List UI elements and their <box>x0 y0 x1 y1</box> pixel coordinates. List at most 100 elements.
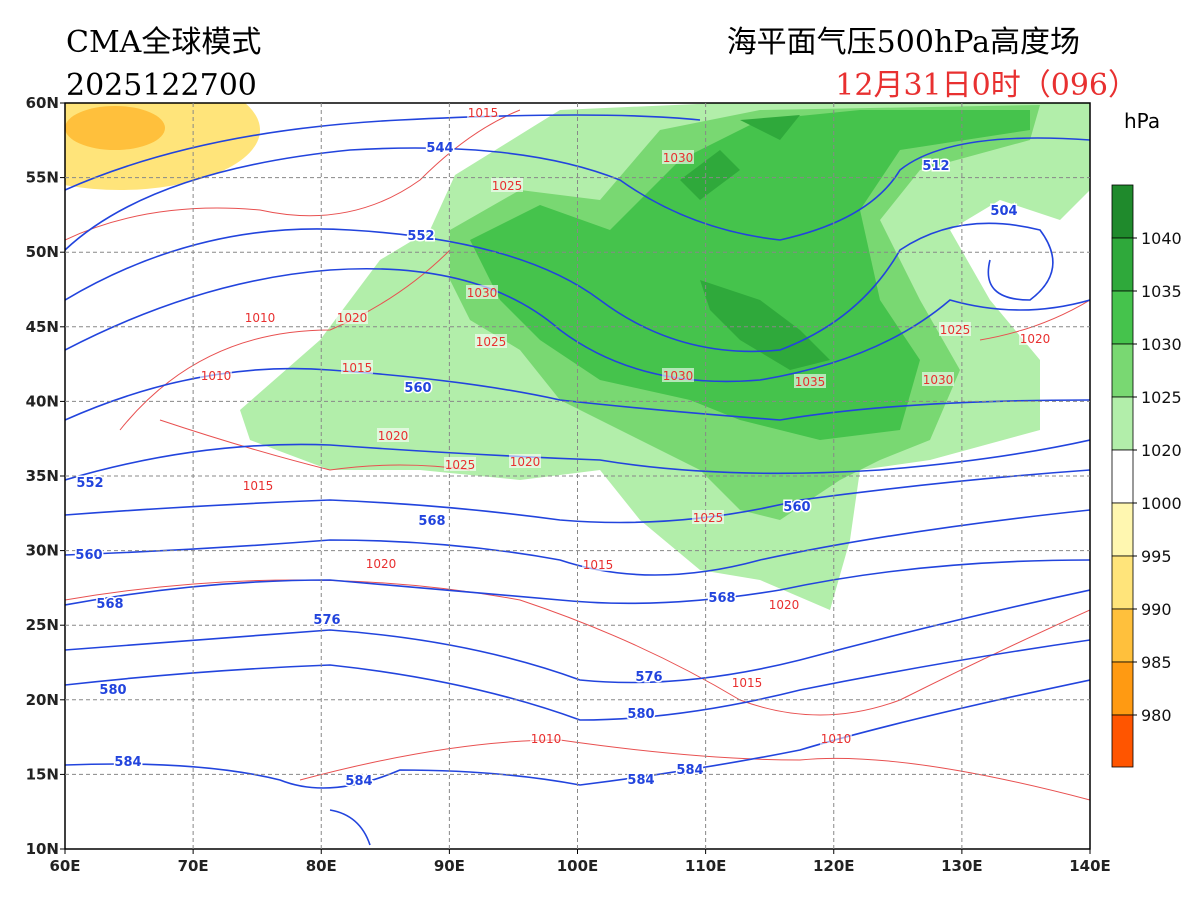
isobar-label-bg <box>820 731 852 745</box>
isobar-label: 1035 <box>795 375 826 389</box>
colorbar-label: 985 <box>1141 653 1172 672</box>
isobar-label: 1010 <box>245 311 276 325</box>
isobar-label: 1020 <box>337 311 368 325</box>
isobar-label: 1020 <box>769 598 800 612</box>
isobar-label: 1030 <box>663 369 694 383</box>
isobar-label-bg <box>768 597 800 611</box>
y-tick-label: 15N <box>26 765 59 783</box>
y-tick-label: 40N <box>26 392 59 410</box>
isobar-label-bg <box>922 372 954 386</box>
isobar-label-bg <box>662 368 694 382</box>
isobar-label: 1025 <box>445 458 476 472</box>
colorbar-swatch <box>1111 396 1134 451</box>
colorbar-swatch <box>1111 449 1134 504</box>
isobar-label: 1025 <box>693 511 724 525</box>
product-title: 海平面气压500hPa高度场 <box>727 25 1080 60</box>
isobar-label-bg <box>582 557 614 571</box>
isobar-label: 1030 <box>467 286 498 300</box>
colorbar-swatch <box>1111 714 1134 768</box>
y-tick-label: 20N <box>26 691 59 709</box>
isobar-label: 1015 <box>732 676 763 690</box>
height-label: 568 <box>418 514 445 529</box>
colorbar-swatch <box>1111 290 1134 345</box>
colorbar-label: 990 <box>1141 600 1172 619</box>
height-label: 580 <box>99 683 126 698</box>
colorbar-unit: hPa <box>1124 109 1160 133</box>
x-tick-label: 110E <box>685 857 727 875</box>
isobar-label-bg <box>365 556 397 570</box>
height-label: 584 <box>676 763 703 778</box>
colorbar-label: 995 <box>1141 547 1172 566</box>
colorbar-label: 1035 <box>1141 282 1182 301</box>
isobar-label-bg <box>662 150 694 164</box>
isobar-label-bg <box>444 457 476 471</box>
isobar-label: 1020 <box>378 429 409 443</box>
colorbar-swatch <box>1111 343 1134 398</box>
isobar-label: 1020 <box>510 455 541 469</box>
isobar-label-bg <box>731 675 763 689</box>
y-tick-label: 25N <box>26 616 59 634</box>
isobar-label: 1020 <box>1020 332 1051 346</box>
isobar-label-bg <box>377 428 409 442</box>
height-label: 560 <box>75 548 102 563</box>
isobar-label: 1030 <box>663 151 694 165</box>
isobar-label-bg <box>200 368 232 382</box>
colorbar-swatch <box>1111 184 1134 239</box>
isobar-label: 1030 <box>923 373 954 387</box>
isobar-label-bg <box>1019 331 1051 345</box>
isobar-label: 1010 <box>201 369 232 383</box>
low-pressure <box>65 106 165 150</box>
model-title: CMA全球模式 <box>66 25 261 60</box>
colorbar-swatch <box>1111 237 1134 292</box>
isobar-label: 1025 <box>476 335 507 349</box>
height-label: 552 <box>76 476 103 491</box>
isobar-label-bg <box>491 178 523 192</box>
height-label: 584 <box>114 755 141 770</box>
isobar-label-bg <box>466 285 498 299</box>
y-tick-label: 35N <box>26 467 59 485</box>
isobar-label-bg <box>244 310 276 324</box>
height-label: 584 <box>627 773 654 788</box>
isobar-label-bg <box>509 454 541 468</box>
colorbar-label: 1030 <box>1141 335 1182 354</box>
x-tick-label: 70E <box>178 857 209 875</box>
isobar-label-bg <box>467 105 499 119</box>
isobar-label: 1025 <box>940 323 971 337</box>
high-pressure-1035 <box>680 115 830 370</box>
isobar-label-bg <box>939 322 971 336</box>
colorbar-label: 1000 <box>1141 494 1182 513</box>
height-label: 512 <box>922 159 949 174</box>
height-label: 580 <box>627 707 654 722</box>
height-label: 576 <box>635 670 662 685</box>
height-label: 560 <box>783 500 810 515</box>
x-tick-label: 130E <box>941 857 983 875</box>
isobar-label-bg <box>530 731 562 745</box>
height-label: 544 <box>426 141 453 156</box>
x-tick-label: 140E <box>1069 857 1111 875</box>
height-label: 584 <box>345 774 372 789</box>
height-label: 568 <box>96 597 123 612</box>
colorbar-swatch <box>1111 502 1134 557</box>
isobar-label-bg <box>692 510 724 524</box>
height-contours <box>65 114 1090 846</box>
y-tick-label: 50N <box>26 243 59 261</box>
valid-time: 12月31日0时（096） <box>835 68 1138 103</box>
isobar-label: 1025 <box>492 179 523 193</box>
height-label: 568 <box>708 591 735 606</box>
height-label: 560 <box>404 381 431 396</box>
isobar-label-bg <box>242 478 274 492</box>
isobar-label-bg <box>336 310 368 324</box>
isobar-label-bg <box>794 374 826 388</box>
x-tick-label: 120E <box>813 857 855 875</box>
high-pressure-1030 <box>470 110 1030 440</box>
height-label: 552 <box>407 229 434 244</box>
init-time: 2025122700 <box>66 68 257 103</box>
isobar-label: 1010 <box>821 732 852 746</box>
x-tick-label: 60E <box>49 857 80 875</box>
height-label: 504 <box>990 204 1017 219</box>
colorbar-label: 1025 <box>1141 388 1182 407</box>
y-tick-label: 10N <box>26 840 59 858</box>
y-tick-label: 55N <box>26 169 59 187</box>
colorbar-label: 1020 <box>1141 441 1182 460</box>
